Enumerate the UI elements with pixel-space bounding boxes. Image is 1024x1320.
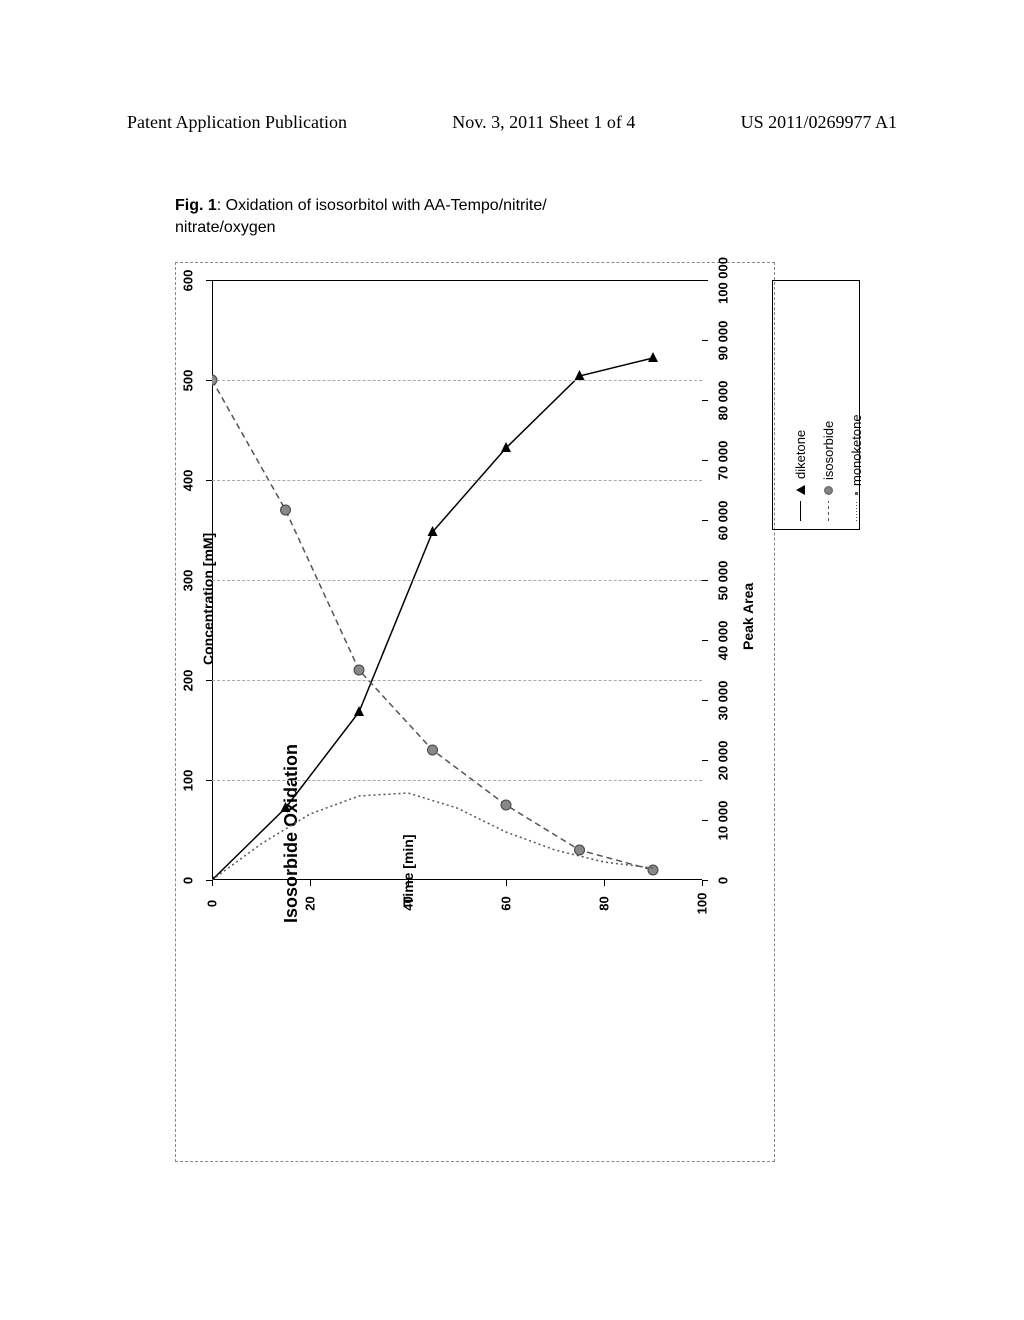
y-right-tick-label: 30 000	[716, 671, 731, 731]
gridline	[212, 380, 702, 381]
figure-caption-text: Oxidation of isosorbitol with AA-Tempo/n…	[175, 197, 547, 236]
legend-line-icon	[800, 501, 801, 521]
gridline	[212, 680, 702, 681]
y-left-tick-label: 600	[181, 261, 196, 301]
legend-label: diketone	[793, 430, 808, 479]
y-left-tick-label: 300	[181, 561, 196, 601]
y-right-tick-label: 90 000	[716, 311, 731, 371]
legend-box: diketone isosorbide monoketone	[772, 280, 860, 530]
legend-label: monoketone	[849, 414, 864, 486]
legend-line-icon	[828, 501, 829, 521]
y-right-tick-label: 10 000	[716, 791, 731, 851]
legend-item-monoketone: monoketone	[849, 414, 864, 521]
circle-marker-icon	[824, 486, 833, 495]
legend-label: isosorbide	[821, 421, 836, 480]
gridline	[212, 780, 702, 781]
gridline	[212, 480, 702, 481]
gridline	[212, 580, 702, 581]
y-left-tick-label: 400	[181, 461, 196, 501]
dot-marker-icon	[855, 492, 858, 495]
x-tick-label: 100	[695, 889, 710, 919]
y-left-tick-label: 0	[181, 861, 196, 901]
triangle-marker-icon	[796, 485, 805, 495]
x-tick-label: 20	[303, 889, 318, 919]
y-right-tick-label: 40 000	[716, 611, 731, 671]
y-right-tick-label: 0	[716, 851, 731, 911]
y-left-tick-label: 100	[181, 761, 196, 801]
x-tick-label: 60	[499, 889, 514, 919]
legend-item-diketone: diketone	[793, 430, 808, 521]
y-axis-right-label: Peak Area	[740, 583, 756, 650]
page-header: Patent Application Publication Nov. 3, 2…	[0, 0, 1024, 133]
y-right-tick-label: 100 000	[716, 251, 731, 311]
y-right-tick-label: 60 000	[716, 491, 731, 551]
header-date-sheet: Nov. 3, 2011 Sheet 1 of 4	[452, 112, 635, 133]
legend-line-icon	[856, 501, 857, 521]
y-right-tick-label: 70 000	[716, 431, 731, 491]
y-right-tick-label: 80 000	[716, 371, 731, 431]
y-left-tick-label: 200	[181, 661, 196, 701]
y-right-tick-label: 50 000	[716, 551, 731, 611]
legend-item-isosorbide: isosorbide	[821, 421, 836, 521]
x-tick-label: 40	[401, 889, 416, 919]
figure-caption: Fig. 1: Oxidation of isosorbitol with AA…	[175, 195, 625, 240]
x-tick-label: 80	[597, 889, 612, 919]
header-doc-number: US 2011/0269977 A1	[741, 112, 897, 133]
y-left-tick-label: 500	[181, 361, 196, 401]
header-publication: Patent Application Publication	[127, 112, 347, 133]
figure-label: Fig. 1	[175, 197, 217, 214]
y-right-tick-label: 20 000	[716, 731, 731, 791]
x-tick-label: 0	[205, 889, 220, 919]
